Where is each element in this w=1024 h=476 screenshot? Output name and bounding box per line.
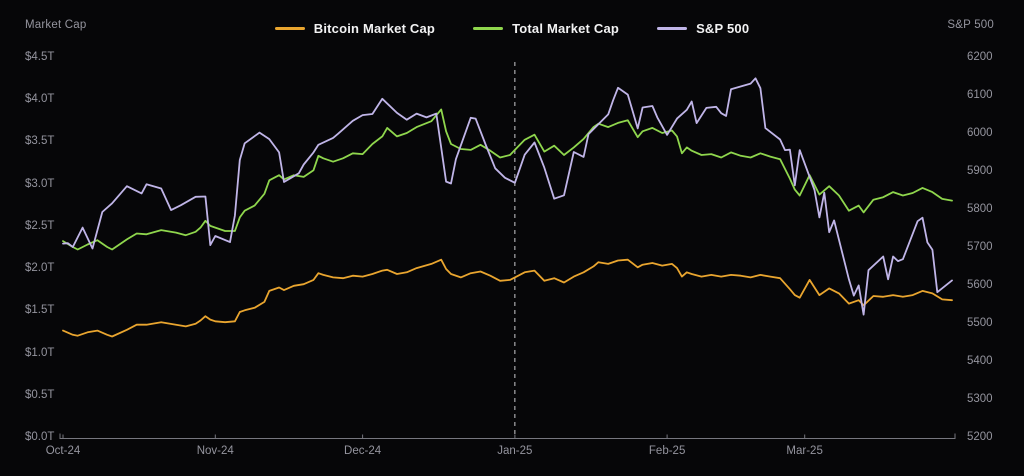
- right-axis-tick: 5900: [967, 165, 993, 177]
- legend-line-swatch: [473, 27, 504, 30]
- right-axis-tick: 5400: [967, 355, 993, 367]
- x-axis-tick: Jan-25: [497, 445, 533, 457]
- x-axis-tick: Mar-25: [786, 445, 823, 457]
- legend-label: Bitcoin Market Cap: [313, 21, 436, 36]
- series-line-total-market-cap[interactable]: [62, 108, 953, 251]
- legend-item-total-market-cap[interactable]: Total Market Cap: [473, 21, 619, 36]
- left-axis-tick: $3.5T: [25, 135, 55, 148]
- legend-line-swatch: [657, 27, 688, 30]
- right-axis-tick: 5200: [967, 431, 993, 443]
- series-line-s-p-500[interactable]: [62, 77, 953, 316]
- left-axis-header: Market Cap: [25, 19, 87, 31]
- x-axis-tick: Dec-24: [344, 445, 382, 457]
- right-axis-tick: 5500: [967, 317, 993, 329]
- right-axis-tick: 5700: [967, 241, 993, 253]
- right-axis-tick: 6200: [967, 51, 993, 63]
- left-axis-tick: $0.0T: [25, 431, 55, 443]
- left-axis-tick: $2.5T: [25, 219, 55, 232]
- right-axis-tick: 5300: [967, 393, 993, 405]
- left-axis-tick: $4.5T: [25, 51, 55, 63]
- right-axis-tick: 6000: [967, 127, 993, 139]
- legend-line-swatch: [274, 27, 305, 30]
- series-line-bitcoin-market-cap[interactable]: [62, 258, 953, 338]
- legend: Bitcoin Market Cap Total Market Cap S&P 50…: [0, 21, 1024, 36]
- right-axis-tick: 5600: [967, 279, 993, 291]
- x-axis-tick: Oct-24: [45, 445, 81, 457]
- right-axis-tick: 6100: [967, 89, 993, 101]
- legend-item-s-p-500[interactable]: S&P 500: [657, 21, 749, 36]
- x-axis-tick: Nov-24: [196, 445, 234, 457]
- left-axis-tick: $3.0T: [25, 177, 55, 190]
- legend-item-bitcoin-market-cap[interactable]: Bitcoin Market Cap: [274, 21, 436, 36]
- left-axis-tick: $4.0T: [25, 93, 55, 106]
- left-axis-tick: $1.5T: [25, 304, 55, 317]
- left-axis-tick: $2.0T: [25, 262, 55, 275]
- x-axis-tick: Feb-25: [648, 445, 686, 457]
- x-axis-line: [59, 433, 956, 439]
- left-axis-tick: $0.5T: [25, 388, 55, 401]
- right-axis-header: S&P 500: [947, 19, 994, 31]
- left-axis-tick: $1.0T: [25, 346, 55, 359]
- legend-label: S&P 500: [696, 21, 750, 36]
- right-axis-tick: 5800: [967, 203, 993, 215]
- legend-label: Total Market Cap: [512, 21, 620, 36]
